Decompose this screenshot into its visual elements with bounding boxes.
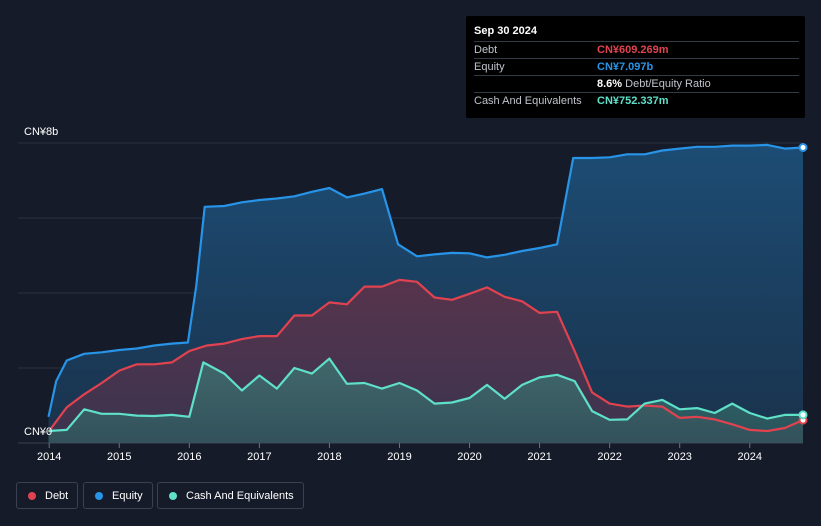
tooltip-ratio-label: Debt/Equity Ratio [625,78,711,90]
legend-debt[interactable]: Debt [16,482,78,509]
tooltip-equity-value: CN¥7.097b [597,61,654,73]
x-tick-label: 2020 [457,451,481,463]
y-axis-top-label: CN¥8b [24,126,58,138]
tooltip-ratio-value: 8.6% [597,78,623,90]
x-tick-label: 2023 [667,451,691,463]
cash-and-equivalents-end-marker [798,410,808,420]
x-tick-label: 2021 [527,451,551,463]
legend-debt-dot-icon [28,491,36,500]
x-tick-label: 2016 [177,451,201,463]
x-tick-label: 2014 [37,451,61,463]
legend-cash[interactable]: Cash And Equivalents [157,482,304,509]
tooltip-ratio: 8.6% Debt/Equity Ratio [597,78,711,90]
equity-line [47,143,804,418]
legend-cash-label: Cash And Equivalents [186,489,294,502]
tooltip-ratio-row: 8.6% Debt/Equity Ratio [474,75,799,93]
tooltip-debt-value: CN¥609.269m [597,44,669,56]
equity-end-marker [798,143,808,152]
legend-equity-label: Equity [112,489,143,502]
x-axis: 2014 2015 2016 2017 2018 2019 2020 2021 2022 2023… [37,443,762,463]
cash-and-equivalents-area [48,358,803,443]
tooltip-cash-label: Cash And Equivalents [474,95,582,107]
tooltip-debt-row: Debt CN¥609.269m [474,41,799,59]
legend-equity-dot-icon [95,491,103,500]
series-lines [47,143,808,433]
legend-cash-dot-icon [169,491,177,500]
tooltip-equity-row: Equity CN¥7.097b [474,58,799,76]
x-tick-label: 2024 [738,451,762,463]
tooltip-cash-value: CN¥752.337m [597,95,669,107]
series-areas [48,144,803,443]
debt-line [47,278,804,433]
cash-and-equivalents-line [48,357,803,433]
legend-equity[interactable]: Equity [83,482,153,509]
tooltip-debt-label: Debt [474,44,498,56]
x-tick-label: 2022 [597,451,621,463]
x-tick-label: 2018 [317,451,341,463]
tooltip-date: Sep 30 2024 [474,25,537,37]
tooltip-cash-row: Cash And Equivalents CN¥752.337m [474,92,799,110]
x-tick-label: 2017 [247,451,271,463]
data-tooltip: Sep 30 2024 Debt CN¥609.269m Equity CN¥7… [466,16,805,118]
tooltip-equity-label: Equity [474,61,505,73]
x-tick-label: 2019 [387,451,411,463]
legend-debt-label: Debt [45,489,69,502]
x-tick-label: 2015 [107,451,131,463]
y-axis-bottom-label: CN¥0 [24,426,52,438]
